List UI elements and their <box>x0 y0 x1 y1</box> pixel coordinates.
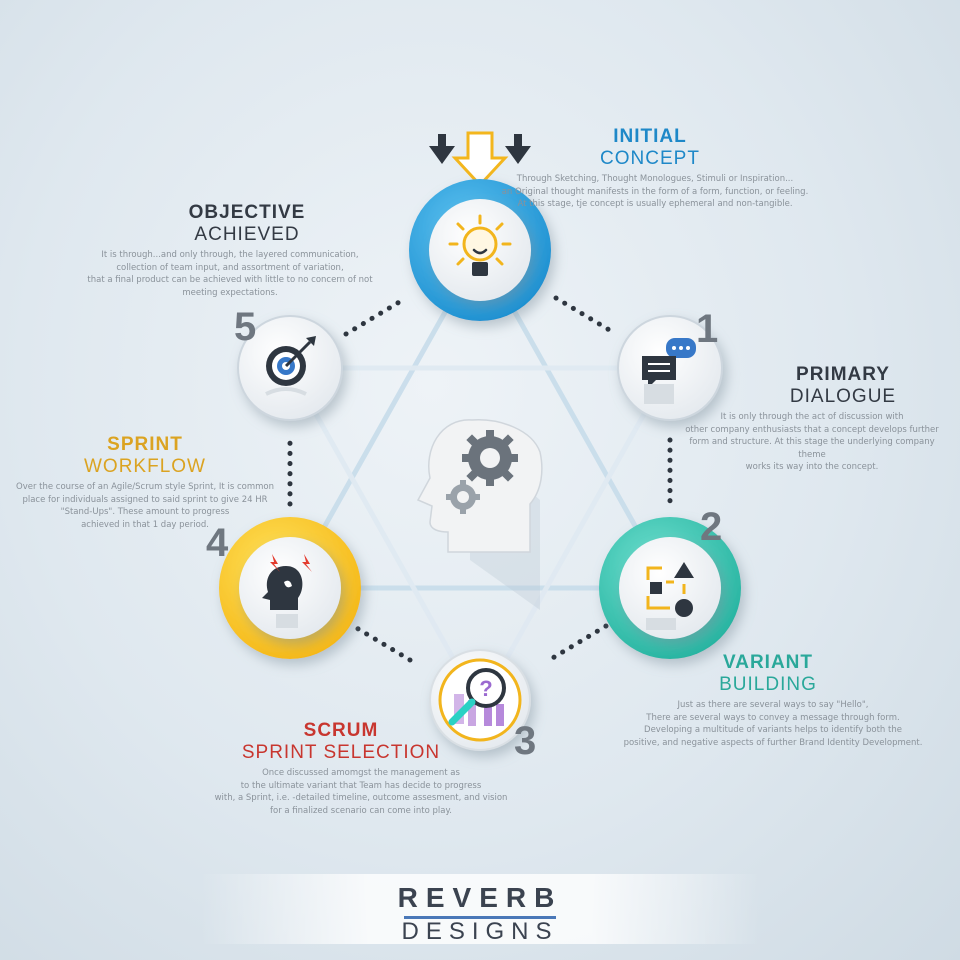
scrum-description: Once discussed amomgst the management as… <box>214 768 508 816</box>
scrum-subtitle: SPRINT SELECTION <box>241 742 441 763</box>
objective-title: OBJECTIVE <box>188 202 306 223</box>
upper-triangle <box>287 247 673 591</box>
sprint-title: SPRINT <box>107 434 183 455</box>
brand-name-top: REVERB <box>397 882 563 913</box>
brand-divider <box>404 916 556 919</box>
initial-concept-text: INITIAL CONCEPT Through Sketching, Thoug… <box>490 126 820 211</box>
sprint-description: Over the course of an Agile/Scrum style … <box>16 482 274 530</box>
objective-description: It is through...and only through, the la… <box>87 250 373 298</box>
step-number-2: 2 <box>700 505 722 549</box>
objective-achieved-text: OBJECTIVE ACHIEVED It is through...and o… <box>80 202 380 299</box>
step-number-4: 4 <box>206 521 229 565</box>
step-number-1: 1 <box>696 307 718 351</box>
step-number-3: 3 <box>514 719 536 763</box>
input-arrows-icon <box>429 131 531 188</box>
dotted-connectors <box>287 295 673 665</box>
variant-building-text: VARIANT BUILDING Just as there are sever… <box>620 652 926 749</box>
objective-achieved-node <box>237 315 343 421</box>
step-numbers: 1 2 3 4 5 <box>206 305 722 763</box>
connector-2-3 <box>543 623 609 665</box>
primary-dialogue-text: PRIMARY DIALOGUE It is only through the … <box>676 364 948 474</box>
stressed-head-icon <box>262 554 312 628</box>
brand-name-bottom: DESIGNS <box>401 918 559 945</box>
sprint-workflow-node <box>219 517 361 659</box>
primary-subtitle: DIALOGUE <box>789 386 897 407</box>
variant-subtitle: BUILDING <box>719 674 817 695</box>
variant-building-node <box>599 517 741 659</box>
sprint-subtitle: WORKFLOW <box>84 456 206 477</box>
lightbulb-icon <box>448 214 512 276</box>
initial-title: INITIAL <box>613 126 687 147</box>
svg-text:?: ? <box>479 676 492 701</box>
hexagram-lines <box>287 247 673 709</box>
scrum-sprint-selection-node: ? <box>429 649 531 751</box>
chat-bubbles-icon <box>642 338 696 404</box>
primary-description: It is only through the act of discussion… <box>685 412 939 472</box>
objective-subtitle: ACHIEVED <box>194 224 300 245</box>
initial-description: Through Sketching, Thought Monologues, S… <box>501 174 809 209</box>
brand-logo: REVERB DESIGNS <box>200 874 760 945</box>
lower-triangle <box>287 365 673 709</box>
primary-title: PRIMARY <box>796 364 890 385</box>
initial-subtitle: CONCEPT <box>600 148 700 169</box>
magnifier-people-icon: ? <box>448 668 506 726</box>
variant-title: VARIANT <box>722 652 814 673</box>
target-arrow-icon <box>265 336 316 396</box>
flowchart-shapes-icon <box>646 562 694 630</box>
connector-5-initial <box>343 295 409 337</box>
head-gears-icon <box>416 419 543 610</box>
sprint-workflow-text: SPRINT WORKFLOW Over the course of an Ag… <box>10 434 280 531</box>
scrum-sprint-selection-text: SCRUM SPRINT SELECTION Once discussed am… <box>200 720 522 817</box>
step-number-5: 5 <box>234 305 256 349</box>
initial-concept-node <box>409 179 551 321</box>
scrum-title: SCRUM <box>303 720 379 741</box>
variant-description: Just as there are several ways to say "H… <box>623 700 923 748</box>
connector-3-4 <box>347 621 413 663</box>
primary-dialogue-node <box>617 315 723 421</box>
connector-initial-1 <box>553 295 619 337</box>
